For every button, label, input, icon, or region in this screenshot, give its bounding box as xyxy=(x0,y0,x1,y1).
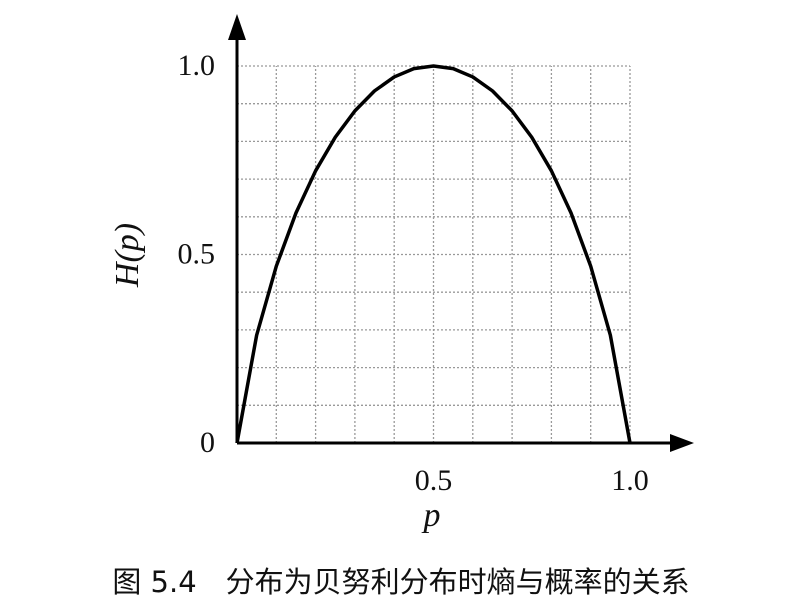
x-axis-arrow xyxy=(670,434,694,452)
caption: 图 5.4 分布为贝努利分布时熵与概率的关系 xyxy=(112,565,689,599)
y-tick-label: 0.5 xyxy=(178,237,216,270)
curve xyxy=(235,64,632,444)
y-axis-arrow xyxy=(228,14,246,40)
x-axis-label: p xyxy=(422,497,441,534)
y-tick-label: 0 xyxy=(200,426,215,459)
x-tick-label: 0.5 xyxy=(415,464,453,497)
y-axis-label: H(p) xyxy=(109,223,146,288)
x-tick-label: 1.0 xyxy=(611,464,649,497)
y-tick-label: 1.0 xyxy=(178,49,216,82)
